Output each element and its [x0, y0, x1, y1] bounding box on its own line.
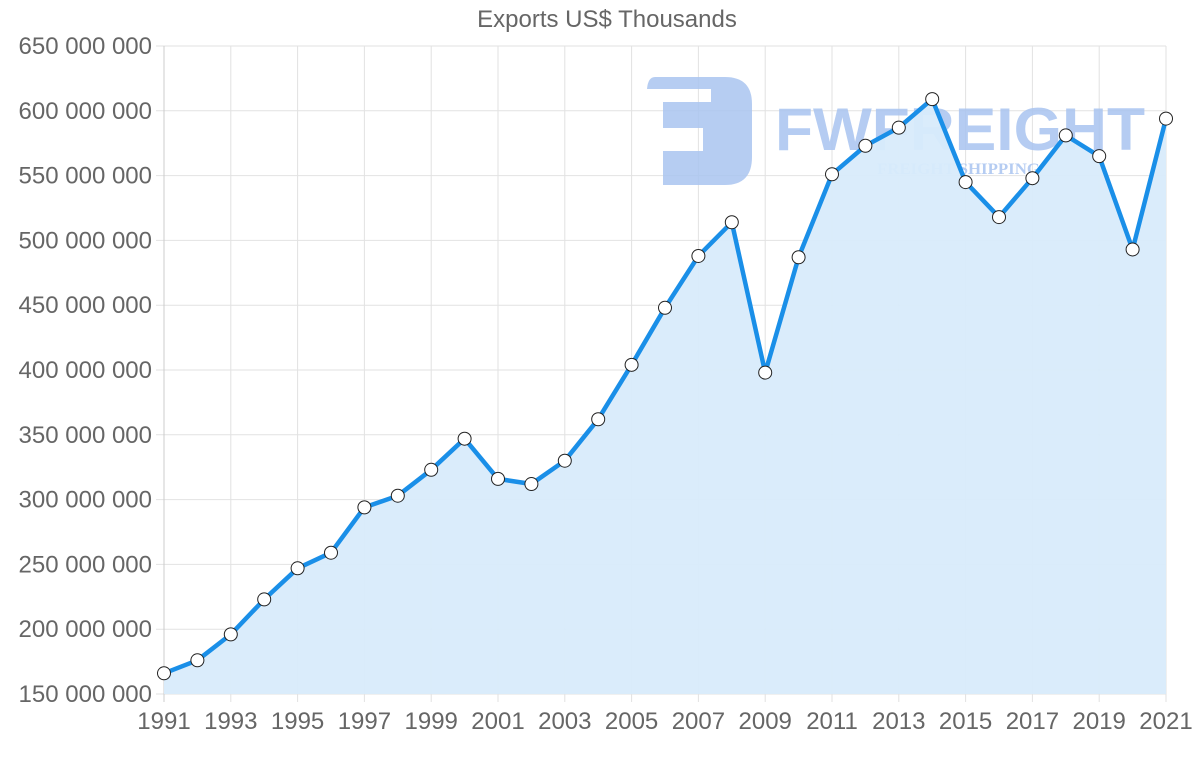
- data-point[interactable]: [891, 120, 906, 135]
- data-point[interactable]: [658, 300, 672, 315]
- area-fill: [164, 99, 1166, 695]
- y-axis-ticks: 150 000 000 200 000 000 250 000 000 300 000…: [19, 33, 152, 708]
- x-tick-label: 2001: [471, 708, 524, 735]
- watermark-icon: [647, 77, 752, 185]
- data-point[interactable]: [1092, 149, 1107, 164]
- x-tick-label: 2015: [939, 708, 992, 735]
- data-point[interactable]: [557, 453, 572, 468]
- y-tick-label: 600 000 000: [19, 98, 152, 125]
- data-point[interactable]: [524, 477, 539, 492]
- x-tick-label: 2013: [872, 708, 925, 735]
- data-point[interactable]: [290, 561, 305, 576]
- chart-title: Exports US$ Thousands: [477, 6, 737, 33]
- data-point[interactable]: [825, 167, 839, 182]
- x-tick-label: 1995: [271, 708, 324, 735]
- data-point[interactable]: [624, 357, 639, 372]
- data-point[interactable]: [390, 488, 405, 503]
- y-tick-label: 300 000 000: [19, 487, 152, 514]
- data-point[interactable]: [858, 138, 873, 153]
- x-tick-label: 1997: [338, 708, 391, 735]
- data-point[interactable]: [457, 431, 472, 446]
- y-tick-label: 150 000 000: [19, 681, 152, 708]
- data-point[interactable]: [357, 500, 372, 515]
- data-point[interactable]: [157, 666, 171, 681]
- data-point[interactable]: [223, 627, 238, 642]
- x-tick-label: 2007: [672, 708, 725, 735]
- x-tick-label: 2009: [739, 708, 792, 735]
- y-tick-label: 250 000 000: [19, 551, 152, 578]
- x-tick-label: 2019: [1073, 708, 1126, 735]
- watermark-logo: FWFREIGHT FREIGHT SHIPPING: [647, 77, 1145, 185]
- data-point[interactable]: [424, 462, 439, 477]
- x-tick-label: 2017: [1006, 708, 1059, 735]
- y-tick-label: 450 000 000: [19, 292, 152, 319]
- data-point[interactable]: [1058, 128, 1073, 143]
- x-tick-label: 1991: [137, 708, 190, 735]
- y-tick-label: 550 000 000: [19, 163, 152, 190]
- x-tick-label: 2005: [605, 708, 658, 735]
- x-tick-label: 1999: [405, 708, 458, 735]
- data-point[interactable]: [992, 210, 1006, 225]
- x-tick-label: 2003: [538, 708, 591, 735]
- data-point[interactable]: [324, 545, 338, 560]
- data-point[interactable]: [791, 250, 806, 265]
- data-points: [157, 92, 1173, 681]
- data-point[interactable]: [724, 215, 739, 230]
- y-tick-label: 500 000 000: [19, 227, 152, 254]
- data-point[interactable]: [591, 412, 606, 427]
- data-point[interactable]: [190, 653, 205, 668]
- y-tick-label: 200 000 000: [19, 616, 152, 643]
- data-point[interactable]: [958, 175, 973, 190]
- data-point[interactable]: [925, 92, 940, 107]
- x-tick-label: 2011: [806, 708, 858, 735]
- data-point[interactable]: [1025, 171, 1040, 186]
- data-point[interactable]: [1159, 111, 1173, 126]
- y-tick-label: 650 000 000: [19, 33, 152, 60]
- data-point[interactable]: [758, 365, 773, 380]
- data-point[interactable]: [691, 248, 706, 263]
- y-tick-label: 400 000 000: [19, 357, 152, 384]
- x-tick-label: 2021: [1139, 708, 1192, 735]
- data-point[interactable]: [257, 592, 272, 607]
- data-point[interactable]: [1125, 242, 1140, 257]
- x-axis-ticks: 1991 1993 1995 1997 1999 2001 2003 2005 2007 2009…: [137, 708, 1192, 735]
- x-tick-label: 1993: [204, 708, 257, 735]
- data-point[interactable]: [491, 471, 505, 486]
- y-tick-label: 350 000 000: [19, 422, 152, 449]
